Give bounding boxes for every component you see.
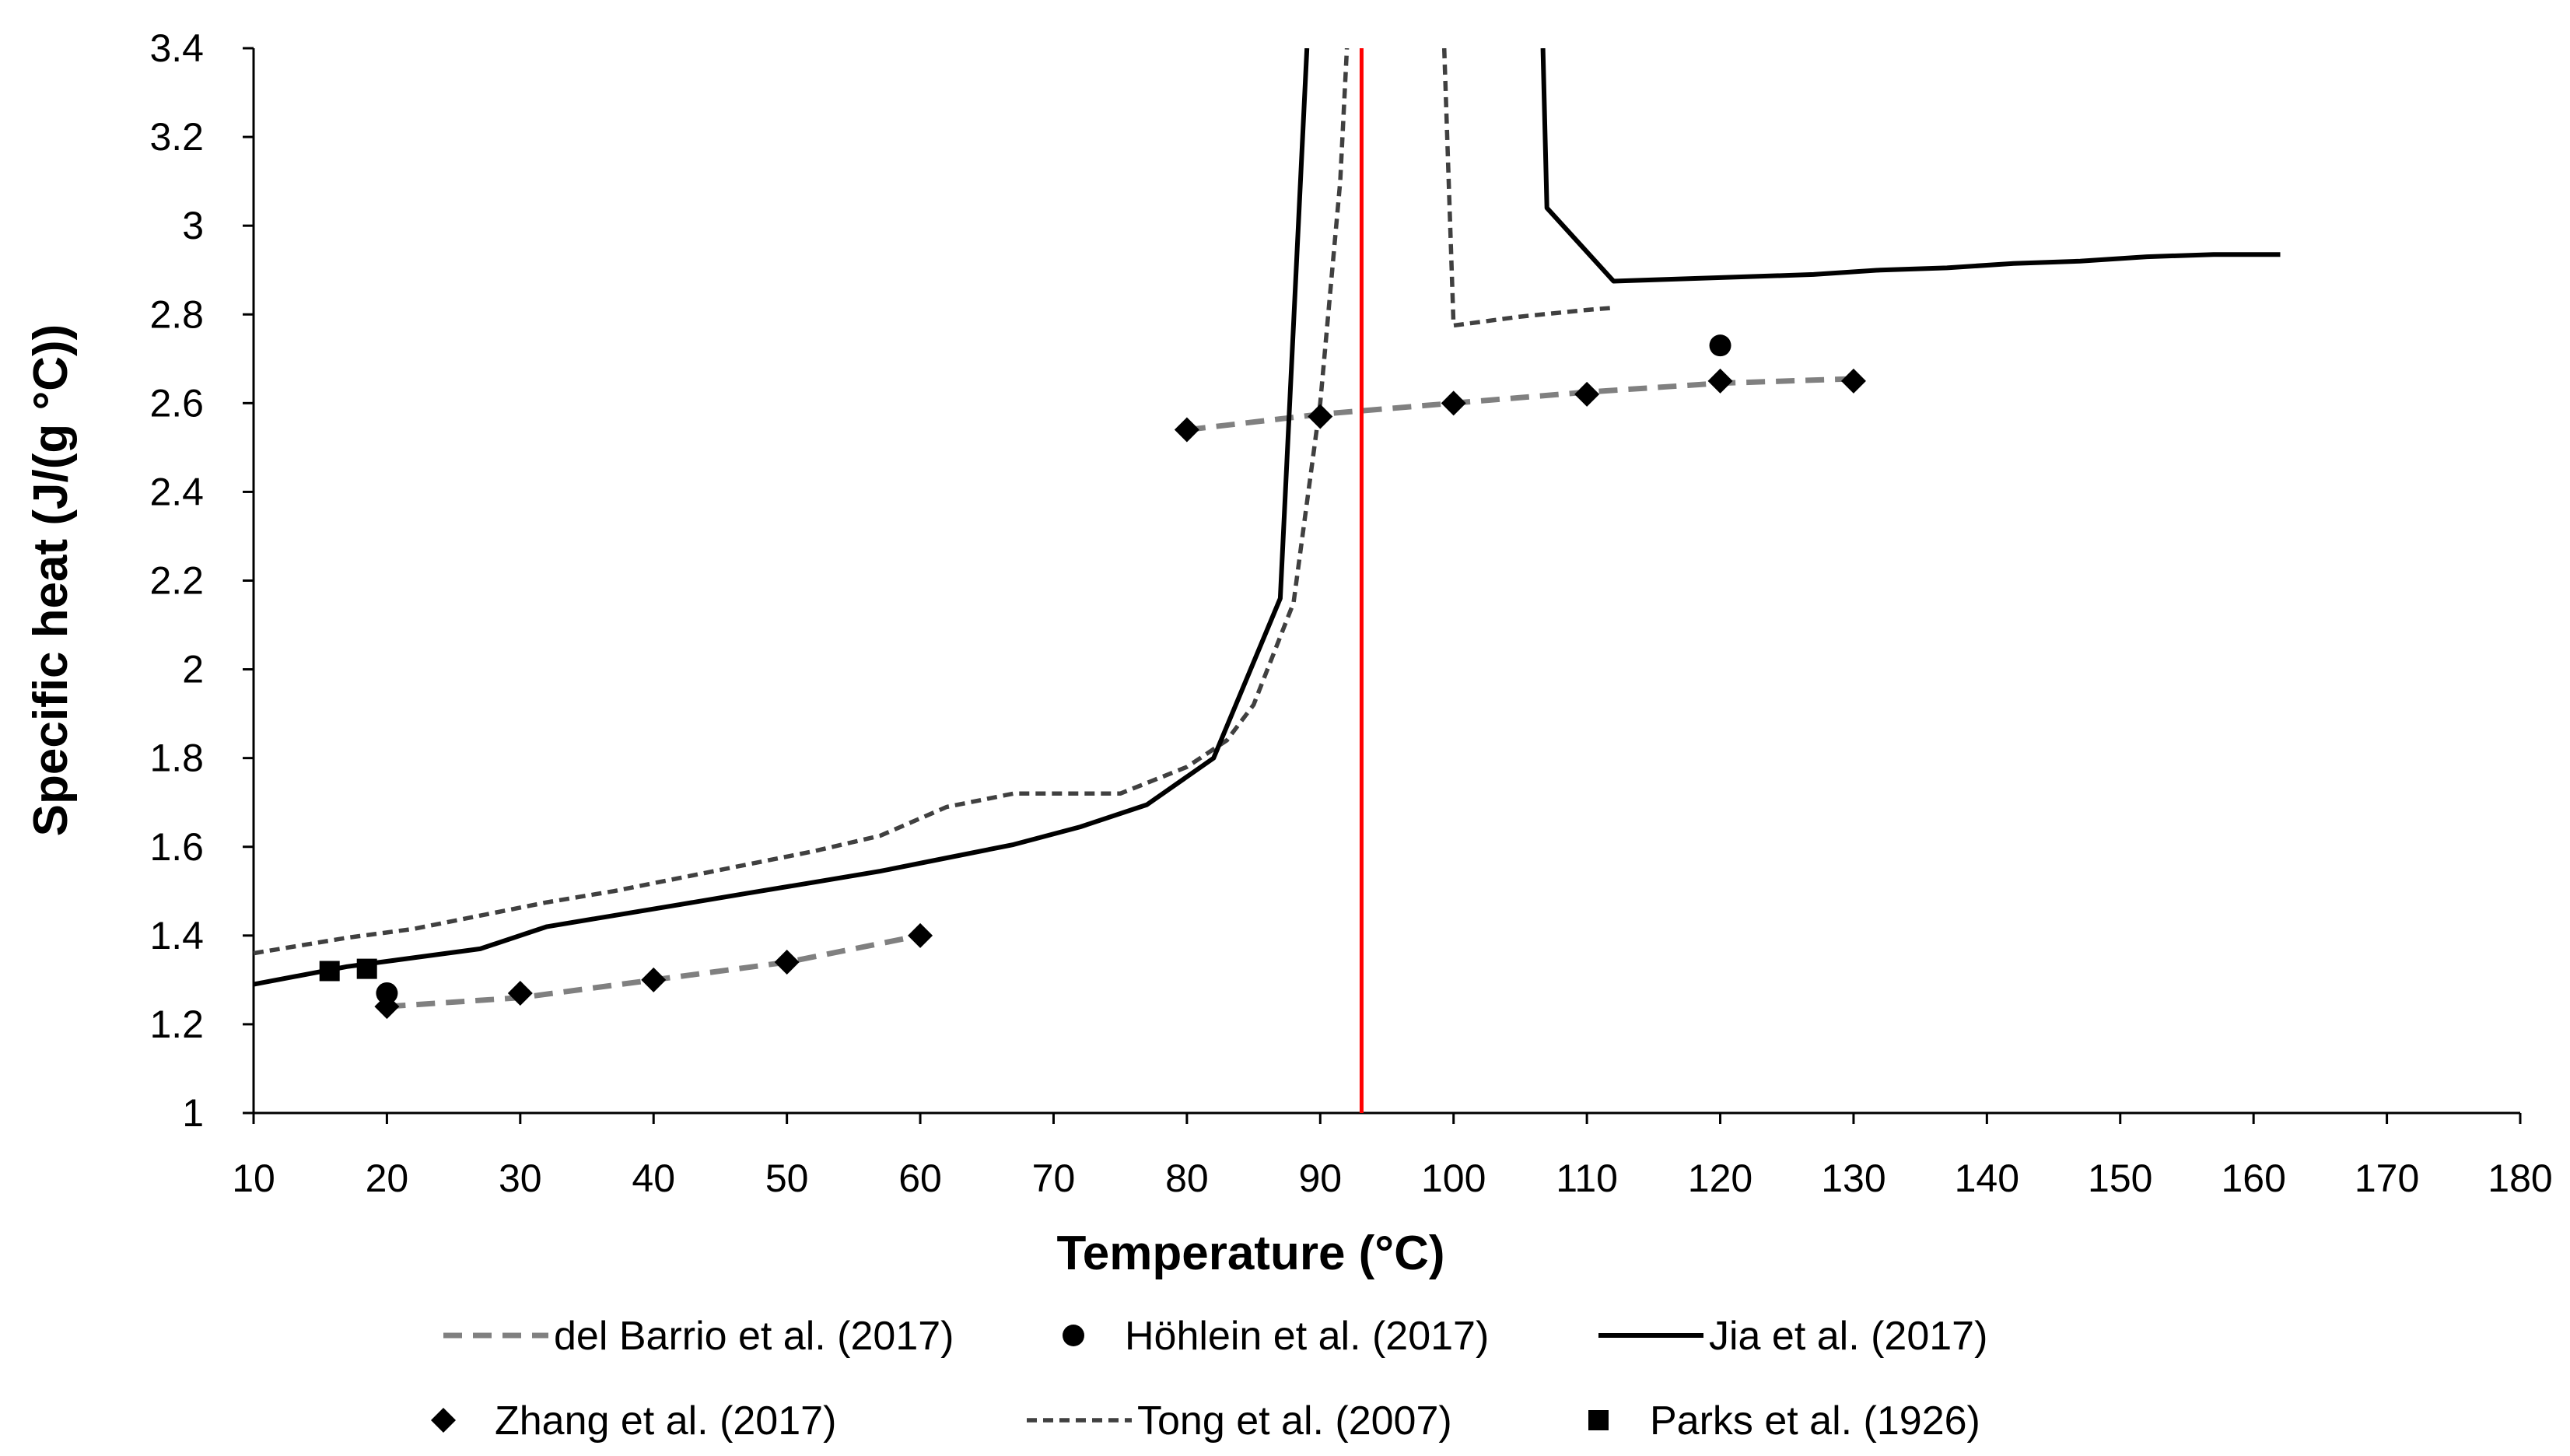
data-point-zhang [374, 994, 400, 1020]
data-point-zhang [1308, 404, 1333, 429]
legend-label: Parks et al. (1926) [1650, 1398, 1980, 1444]
data-point-zhang [1707, 368, 1733, 394]
y-tick-label: 1 [182, 1091, 204, 1135]
legend-entry: Jia et al. (2017) [1598, 1314, 1987, 1359]
x-axis-title: Temperature (°C) [1056, 1227, 1444, 1280]
y-tick-label: 2.2 [149, 559, 204, 603]
x-tick-label: 110 [1556, 1157, 1618, 1200]
data-point-zhang [1840, 368, 1866, 394]
data-point-zhang [1574, 381, 1600, 407]
legend: del Barrio et al. (2017) Höhlein et al. (… [431, 1314, 1987, 1444]
y-axis-title: Specific heat (J/(g °C)) [24, 324, 78, 837]
y-tick-label: 1.6 [149, 825, 204, 869]
data-point-parks [356, 958, 377, 979]
data-point-parks [319, 961, 340, 982]
data-point-zhang [1441, 390, 1466, 416]
x-tick-label: 70 [1032, 1157, 1076, 1200]
y-tick-label: 1.2 [149, 1003, 204, 1046]
y-axis-ticks: 1 1.2 1.4 1.6 1.8 2 2.2 2.4 2.6 2.8 3 3.2 3.4 [149, 26, 254, 1135]
legend-entry: Höhlein et al. (2017) [1063, 1314, 1489, 1359]
x-tick-label: 160 [2221, 1157, 2285, 1200]
x-tick-label: 20 [366, 1157, 409, 1200]
legend-swatch [1063, 1325, 1084, 1346]
legend-label: Jia et al. (2017) [1709, 1314, 1987, 1359]
x-tick-label: 180 [2488, 1157, 2552, 1200]
legend-label: Höhlein et al. (2017) [1125, 1314, 1489, 1359]
legend-entry: Parks et al. (1926) [1588, 1398, 1980, 1444]
legend-entry: Zhang et al. (2017) [431, 1398, 836, 1444]
x-tick-label: 80 [1165, 1157, 1209, 1200]
x-tick-label: 120 [1688, 1157, 1752, 1200]
legend-label: del Barrio et al. (2017) [554, 1314, 954, 1359]
x-tick-label: 40 [632, 1157, 675, 1200]
series-line-jia-segment-1 [253, 48, 1310, 987]
legend-swatch [431, 1408, 456, 1433]
x-tick-label: 150 [2088, 1157, 2152, 1200]
legend-entry: del Barrio et al. (2017) [443, 1314, 954, 1359]
x-tick-label: 100 [1421, 1157, 1486, 1200]
legend-label: Zhang et al. (2017) [495, 1398, 836, 1444]
data-point-zhang [774, 950, 800, 975]
series-line-tong-segment-2 [1441, 48, 1614, 328]
x-tick-label: 50 [765, 1157, 809, 1200]
y-tick-label: 3 [182, 204, 204, 247]
x-tick-label: 170 [2355, 1157, 2419, 1200]
x-axis-ticks: 10 20 30 40 50 60 70 80 90 100 110 120 130 140 150 160 1… [232, 1113, 2553, 1200]
y-tick-label: 3.2 [149, 115, 204, 159]
legend-swatch [1588, 1410, 1609, 1430]
data-point-zhang [908, 922, 933, 948]
x-tick-label: 140 [1955, 1157, 2019, 1200]
x-tick-label: 90 [1298, 1157, 1342, 1200]
series-line-tong-segment-1 [253, 48, 1350, 956]
series-line-jia-segment-2 [1540, 48, 2281, 284]
x-tick-label: 130 [1821, 1157, 1885, 1200]
series-line-del-segment-2 [1186, 376, 1854, 433]
y-tick-label: 1.4 [149, 914, 204, 957]
data-point-zhang [1174, 417, 1199, 443]
data-point-zhang [641, 967, 667, 992]
x-tick-label: 10 [232, 1157, 275, 1200]
data-point-zhang [507, 980, 533, 1006]
y-tick-label: 2.8 [149, 292, 204, 336]
y-tick-label: 2.6 [149, 381, 204, 425]
x-tick-label: 30 [499, 1157, 542, 1200]
data-point-hohlein [376, 982, 398, 1004]
x-tick-label: 60 [898, 1157, 942, 1200]
y-tick-label: 2.4 [149, 470, 204, 513]
plot-area [253, 48, 2281, 1113]
legend-entry: Tong et al. (2007) [1027, 1398, 1452, 1444]
data-point-hohlein [1709, 334, 1731, 357]
legend-label: Tong et al. (2007) [1137, 1398, 1452, 1444]
y-tick-label: 2 [182, 648, 204, 691]
y-tick-label: 3.4 [149, 26, 204, 70]
y-tick-label: 1.8 [149, 737, 204, 780]
